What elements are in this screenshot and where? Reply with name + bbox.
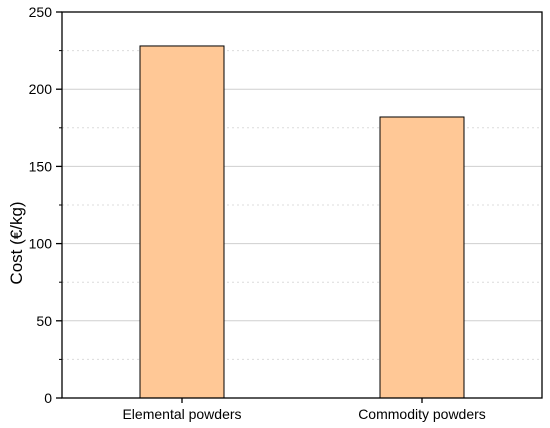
x-tick-label: Elemental powders (122, 406, 241, 422)
y-tick-label: 150 (29, 158, 53, 174)
y-tick-label: 100 (29, 236, 53, 252)
y-axis-ticks: 0 50 100 150 200 250 (29, 4, 62, 406)
bar (379, 116, 465, 399)
y-tick-label: 200 (29, 81, 53, 97)
grid (62, 50, 542, 360)
y-axis-title: Cost (€/kg) (7, 201, 26, 284)
bar (139, 45, 225, 399)
x-tick-label: Commodity powders (358, 406, 486, 422)
x-axis-ticks: Elemental powders Commodity powders (122, 398, 486, 422)
bars (139, 45, 465, 399)
y-tick-label: 250 (29, 4, 53, 20)
y-tick-label: 50 (36, 313, 52, 329)
y-tick-label: 0 (44, 390, 52, 406)
